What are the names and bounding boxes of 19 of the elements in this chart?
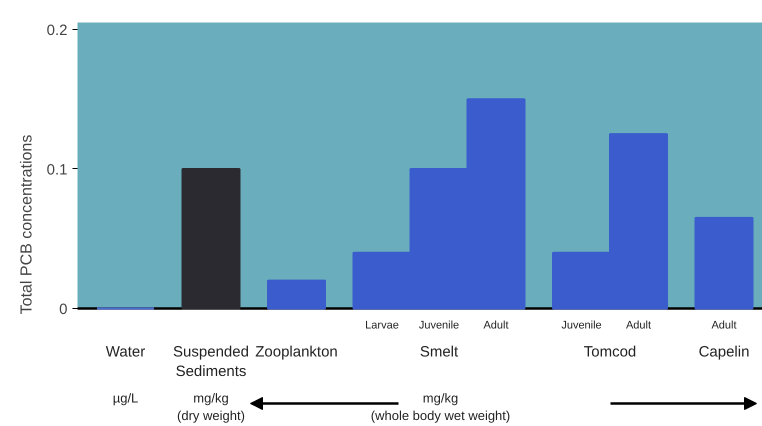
text: Zooplankton (255, 344, 338, 360)
text: mg/kg (dry weight) (177, 390, 245, 423)
text: Tomcod (584, 344, 636, 360)
x-tick-label: Larvae (365, 320, 399, 332)
text: mg/kg (whole body wet weight) (370, 390, 510, 423)
y-tick-label: 0.1 (46, 161, 68, 178)
x-tick-label: Adult (711, 320, 737, 332)
text: µg/L (112, 390, 138, 406)
y-axis-title: Total PCB concentrations (18, 134, 36, 314)
text: Smelt (420, 344, 460, 360)
y-tick-label: 0 (59, 301, 68, 318)
text: Suspended Sediments (173, 344, 249, 380)
x-tick-label: Adult (626, 320, 652, 332)
text: Water (106, 344, 146, 360)
text: Capelin (698, 344, 750, 360)
x-tick-label: Adult (483, 320, 509, 332)
y-tick-label: 0.2 (46, 22, 68, 39)
x-tick-label: Juvenile (418, 320, 460, 332)
x-tick-label: Juvenile (561, 320, 602, 332)
